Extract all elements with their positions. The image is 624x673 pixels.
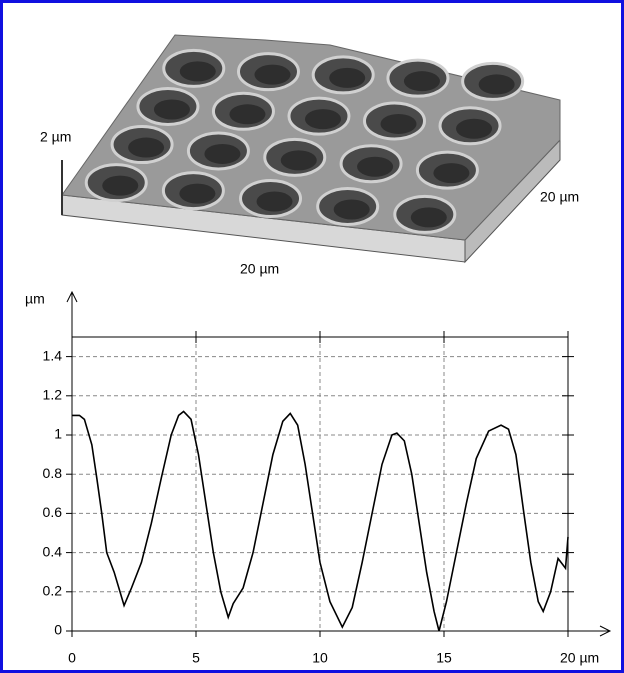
x-tick-label: 20 µm (560, 650, 599, 666)
y-tick-label: 1.4 (43, 347, 63, 363)
pit-shade (478, 74, 515, 95)
pit-shade (179, 61, 216, 82)
pit-shade (433, 163, 470, 184)
pit-shade (410, 207, 447, 228)
profile-line (72, 410, 569, 632)
y-tick-label: 1.2 (43, 387, 63, 403)
height-label: 2 µm (40, 129, 71, 145)
pit-shade (456, 118, 493, 139)
pit-shade (254, 64, 291, 85)
y-tick-label: 0.4 (43, 543, 63, 559)
y-tick-label: 1 (54, 426, 62, 442)
y-tick-label: 0 (54, 622, 62, 638)
x-tick-label: 5 (192, 650, 200, 666)
pit-shade (333, 199, 370, 220)
x-tick-label: 10 (312, 650, 328, 666)
y-tick-label: 0.6 (43, 504, 63, 520)
pit-shade (179, 183, 216, 204)
pit-shade (403, 71, 440, 92)
pit-shade (304, 109, 341, 130)
pit-shade (128, 137, 165, 158)
pit-shade (380, 113, 417, 134)
x-tick-label: 15 (436, 650, 452, 666)
pit-shade (280, 150, 317, 171)
profile-chart: 0 0.2 0.4 0.6 0.8 1 1.2 1.4 0 5 10 15 20 µm (43, 290, 612, 666)
x-size-label: 20 µm (240, 261, 279, 277)
pit-shade (229, 104, 266, 125)
pit-shade (204, 143, 241, 164)
pit-shade (357, 156, 394, 177)
pit-shade (153, 99, 190, 120)
x-tick-label: 0 (68, 650, 76, 666)
x-axis-arrow (72, 625, 612, 637)
pit-shade (329, 67, 366, 88)
pit-shade (102, 175, 139, 196)
y-tick-label: 0.2 (43, 583, 63, 599)
pit-shade (256, 191, 293, 212)
y-axis-arrow (66, 290, 78, 337)
y-tick-label: 0.8 (43, 465, 63, 481)
y-size-label: 20 µm (540, 189, 579, 205)
y-axis-label: µm (25, 291, 45, 307)
surface-3d (61, 34, 561, 264)
